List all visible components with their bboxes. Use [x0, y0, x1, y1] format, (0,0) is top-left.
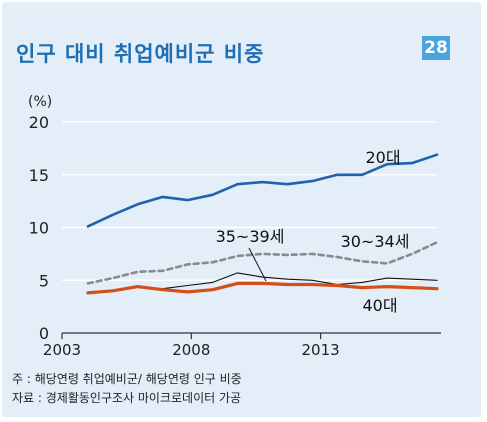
chart-source: 자료 : 경제활동인구조사 마이크로데이터 가공	[12, 391, 242, 405]
series-label: 40대	[362, 296, 397, 315]
page-title: 인구 대비 취업예비군 비중	[16, 42, 265, 66]
series-line-2	[86, 241, 439, 285]
series-line-1	[86, 153, 439, 228]
y-tick-label: 10	[29, 219, 49, 238]
series-label-leader	[248, 247, 267, 282]
x-tick-label: 2013	[302, 341, 340, 359]
y-tick-label: 20	[29, 113, 49, 132]
series-line-4	[86, 281, 439, 295]
y-axis-label: (%)	[28, 94, 52, 110]
series-label: 30~34세	[341, 232, 410, 251]
x-tick-label: 2003	[43, 341, 81, 359]
y-tick-label: 5	[39, 271, 49, 290]
x-tick-label: 2008	[172, 341, 210, 359]
chart-card	[2, 2, 481, 417]
y-tick-label: 15	[29, 166, 49, 185]
series-label: 20대	[365, 148, 400, 167]
y-tick-label: 0	[39, 324, 49, 343]
figure-number-badge: 28	[422, 36, 450, 60]
chart-footnote: 주 : 해당연령 취업예비군/ 해당연령 인구 비중	[12, 372, 242, 386]
series-label: 35~39세	[216, 227, 285, 246]
